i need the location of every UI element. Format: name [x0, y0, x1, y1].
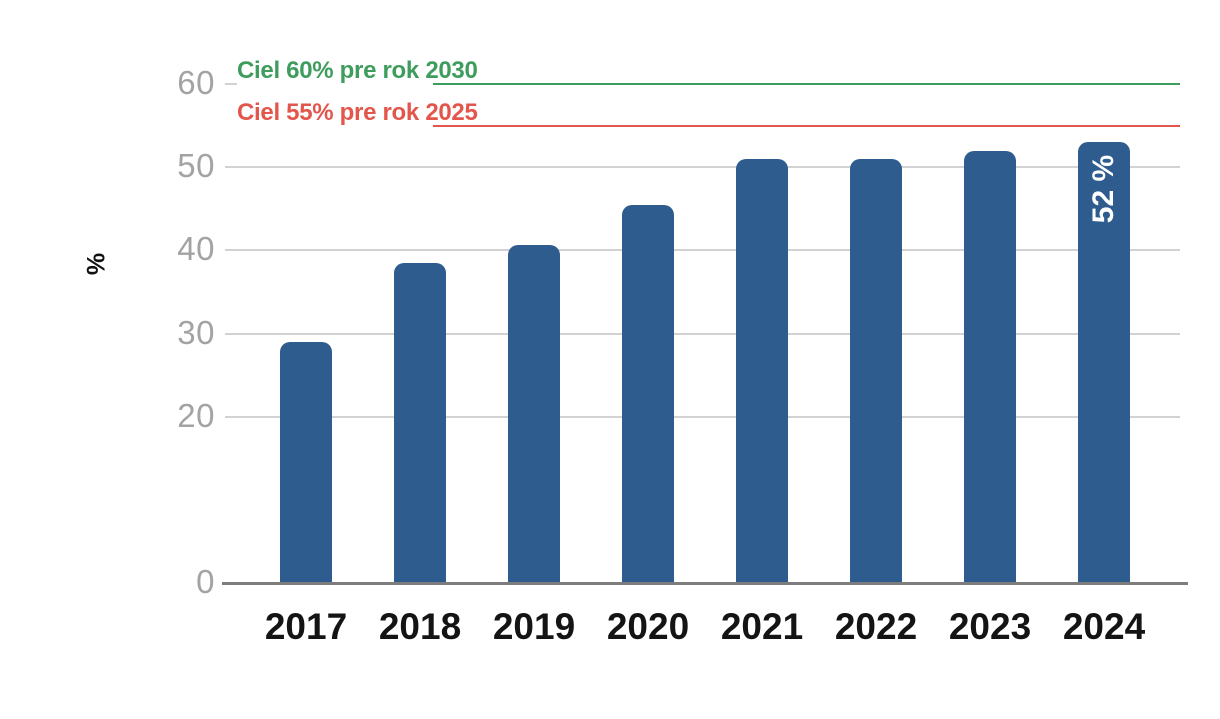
bar-2023 [964, 150, 1016, 583]
bar-2019 [508, 245, 560, 583]
bar-2021 [736, 158, 788, 583]
bar-2018 [394, 262, 446, 583]
bar-2024 [1078, 142, 1130, 583]
x-tick-label-2024: 2024 [1062, 606, 1146, 647]
target-line-55 [433, 124, 1180, 127]
x-tick-label-2017: 2017 [264, 606, 348, 647]
gridline-30 [225, 332, 1180, 335]
gridline-20 [225, 415, 1180, 418]
x-axis-line [222, 582, 1188, 585]
y-tick-label-20: 20 [177, 396, 215, 434]
y-tick-label-50: 50 [177, 147, 215, 185]
y-tick-label-40: 40 [177, 230, 215, 268]
y-tick-label-60: 60 [177, 64, 215, 102]
gridline-60-stub [225, 83, 237, 85]
bar-2022 [850, 158, 902, 583]
bar-2017 [280, 341, 332, 583]
target-line-60 [433, 83, 1180, 85]
bar-value-label-2024: 52 % [1087, 155, 1120, 224]
target-line-label-55: Ciel 55% pre rok 2025 [237, 98, 478, 126]
bar-2020 [622, 205, 674, 583]
x-tick-label-2021: 2021 [720, 606, 804, 647]
x-tick-label-2018: 2018 [378, 606, 462, 647]
x-tick-label-2020: 2020 [606, 606, 690, 647]
x-tick-label-2022: 2022 [834, 606, 918, 647]
target-line-label-60: Ciel 60% pre rok 2030 [237, 57, 478, 84]
x-tick-label-2023: 2023 [948, 606, 1032, 647]
y-tick-label-30: 30 [177, 313, 215, 351]
x-tick-label-2019: 2019 [492, 606, 576, 647]
y-tick-label-0: 0 [196, 563, 215, 601]
gridline-40 [225, 249, 1180, 252]
gridline-50 [225, 166, 1180, 169]
